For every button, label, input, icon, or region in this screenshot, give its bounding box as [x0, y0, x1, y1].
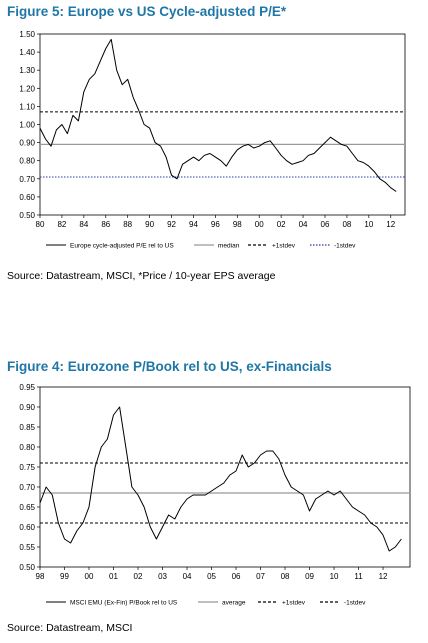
fig4-y-tick-label: 0.60 — [19, 523, 35, 532]
fig4-y-tick-label: 0.85 — [19, 423, 35, 432]
fig4-legend-label: +1stdev — [282, 600, 306, 607]
fig4-x-tick-label: 09 — [305, 572, 314, 581]
fig5-y-tick-label: 1.40 — [19, 48, 35, 57]
fig5-y-tick-label: 0.50 — [19, 211, 35, 220]
fig4-y-tick-label: 0.50 — [19, 563, 35, 572]
fig5-legend-label: -1stdev — [334, 243, 356, 250]
fig4-y-tick-label: 0.90 — [19, 403, 35, 412]
fig5-y-tick-label: 0.60 — [19, 193, 35, 202]
fig5-x-tick-label: 12 — [386, 220, 395, 229]
fig4-x-tick-label: 99 — [60, 572, 69, 581]
fig5-x-tick-label: 98 — [233, 220, 242, 229]
fig4-x-tick-label: 06 — [232, 572, 241, 581]
fig5-y-tick-label: 1.30 — [19, 66, 35, 75]
fig5-y-tick-label: 1.50 — [19, 30, 35, 39]
fig4-y-tick-label: 0.80 — [19, 443, 35, 452]
fig5-x-tick-label: 82 — [57, 220, 66, 229]
fig5-x-tick-label: 86 — [101, 220, 110, 229]
fig4-x-tick-label: 12 — [379, 572, 388, 581]
figure-4-chart: 0.50 0.55 0.60 0.65 0.70 0.75 0.80 0.85 0.90 0.95… — [19, 383, 411, 607]
fig4-x-tick-label: 08 — [281, 572, 290, 581]
fig5-x-tick-label: 08 — [342, 220, 351, 229]
fig4-x-tick-label: 07 — [256, 572, 265, 581]
fig5-x-tick-label: 10 — [364, 220, 373, 229]
fig4-y-tick-label: 0.70 — [19, 483, 35, 492]
fig4-x-tick-label: 01 — [109, 572, 118, 581]
fig4-x-tick-label: 11 — [354, 572, 363, 581]
fig5-x-tick-label: 96 — [211, 220, 220, 229]
fig5-x-tick-label: 02 — [277, 220, 286, 229]
figure-4-title: Figure 4: Eurozone P/Book rel to US, ex-… — [7, 359, 332, 374]
fig4-plot-frame — [39, 386, 411, 568]
fig5-y-tick-label: 1.10 — [19, 102, 35, 111]
fig5-series-main-line — [39, 38, 397, 192]
fig5-y-tick-label: 1.20 — [19, 84, 35, 93]
figure-5-chart: 0.50 0.60 0.70 0.80 0.90 1.00 1.10 1.20 1.30 1.40… — [19, 30, 406, 250]
fig4-x-tick-label: 00 — [85, 572, 94, 581]
figure-4-source: Source: Datastream, MSCI — [7, 622, 133, 634]
fig4-x-tick-label: 05 — [207, 572, 216, 581]
fig5-x-tick-label: 90 — [145, 220, 154, 229]
fig5-x-tick-label: 00 — [255, 220, 264, 229]
fig4-x-tick-label: 04 — [183, 572, 192, 581]
fig5-x-tick-label: 06 — [321, 220, 330, 229]
fig5-y-tick-label: 0.70 — [19, 175, 35, 184]
fig4-x-tick-label: 02 — [134, 572, 143, 581]
fig5-plot-frame — [39, 33, 406, 216]
fig5-x-tick-label: 84 — [79, 220, 88, 229]
fig5-x-tick-label: 92 — [167, 220, 176, 229]
fig5-legend-label: Europe cycle-adjusted P/E rel to US — [70, 243, 174, 250]
fig4-x-tick-label: 03 — [158, 572, 167, 581]
fig4-y-tick-label: 0.65 — [19, 503, 35, 512]
fig5-y-tick-label: 0.80 — [19, 157, 35, 166]
figure-5: Figure 5: Europe vs US Cycle-adjusted P/… — [0, 0, 428, 300]
fig4-legend-label: average — [222, 600, 246, 607]
fig4-x-tick-label: 98 — [36, 572, 45, 581]
fig4-y-tick-label: 0.95 — [19, 383, 35, 392]
fig5-x-tick-label: 94 — [189, 220, 198, 229]
figure-5-source: Source: Datastream, MSCI, *Price / 10-ye… — [7, 270, 276, 282]
fig5-x-tick-label: 88 — [123, 220, 132, 229]
fig5-x-tick-label: 04 — [299, 220, 308, 229]
fig4-legend-label: MSCI EMU (Ex-Fin) P/Book rel to US — [70, 600, 178, 607]
fig5-x-tick-label: 80 — [36, 220, 45, 229]
fig5-y-tick-label: 1.00 — [19, 121, 35, 130]
figure-4: Figure 4: Eurozone P/Book rel to US, ex-… — [0, 355, 428, 643]
fig5-y-tick-label: 0.90 — [19, 139, 35, 148]
fig4-legend-label: -1stdev — [344, 600, 366, 607]
fig4-series-main-line — [39, 406, 402, 552]
fig4-y-tick-label: 0.55 — [19, 543, 35, 552]
figure-5-title: Figure 5: Europe vs US Cycle-adjusted P/… — [7, 4, 287, 19]
fig5-legend-label: median — [218, 243, 240, 250]
fig4-y-tick-label: 0.75 — [19, 463, 35, 472]
fig4-x-tick-label: 10 — [330, 572, 339, 581]
fig5-legend-label: +1stdev — [272, 243, 296, 250]
